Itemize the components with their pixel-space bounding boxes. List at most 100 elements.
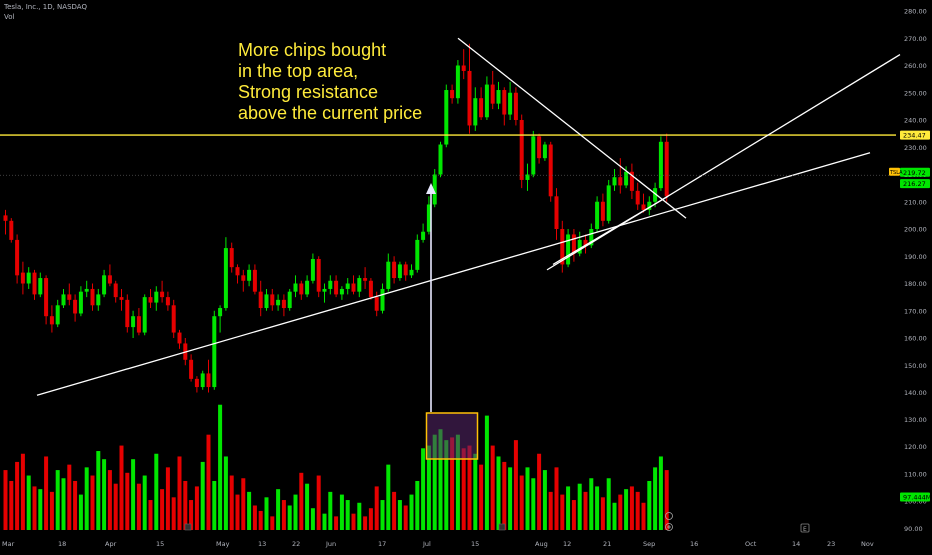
trend-line-short-trend xyxy=(552,195,669,265)
volume-bar xyxy=(392,491,397,530)
candle-body xyxy=(125,299,130,328)
candle-body xyxy=(293,283,298,292)
add-icon[interactable] xyxy=(665,523,673,531)
candle-body xyxy=(479,98,484,118)
volume-bar xyxy=(310,508,315,530)
volume-bar xyxy=(32,486,37,530)
candle-body xyxy=(200,373,205,388)
symbol-tag-bg xyxy=(889,167,900,176)
current-price-tag-bg xyxy=(900,167,930,177)
time-label: 13 xyxy=(258,540,266,548)
event-icon[interactable] xyxy=(184,523,192,531)
price-tick: 170.00 xyxy=(904,307,927,315)
candle-body xyxy=(647,201,652,210)
candle-body xyxy=(131,316,136,328)
volume-bar xyxy=(299,472,304,530)
volume-bar xyxy=(247,491,252,530)
volume-bar xyxy=(380,500,385,530)
time-label: Jul xyxy=(422,540,431,548)
time-label: 17 xyxy=(378,540,386,548)
candle-body xyxy=(606,185,611,221)
price-tick: 210.00 xyxy=(904,198,927,206)
volume-bar xyxy=(142,475,147,530)
volume-bar xyxy=(368,508,373,530)
candle-body xyxy=(322,288,327,292)
event-icon[interactable] xyxy=(498,523,506,531)
candle-body xyxy=(310,258,315,281)
candle-body xyxy=(154,291,159,303)
volume-bar xyxy=(165,467,170,530)
volume-bar xyxy=(415,480,420,530)
candle-body xyxy=(9,220,14,240)
volume-bar xyxy=(438,429,443,530)
candle-body xyxy=(618,177,623,186)
time-label: 15 xyxy=(471,540,479,548)
candle-body xyxy=(496,90,501,104)
time-label: May xyxy=(216,540,230,548)
candle-body xyxy=(247,269,252,281)
symbol-header: Tesla, Inc., 1D, NASDAQ xyxy=(4,3,87,11)
earnings-marker-icon[interactable]: E xyxy=(803,526,807,533)
time-label: Mar xyxy=(2,540,15,548)
volume-bar xyxy=(357,502,362,530)
candle-body xyxy=(664,141,669,197)
volume-bar xyxy=(328,491,333,530)
candle-body xyxy=(421,231,426,240)
volume-bar xyxy=(61,478,66,530)
trend-line-steep-trend xyxy=(546,54,901,271)
volume-bar xyxy=(270,516,275,530)
candle-body xyxy=(531,136,536,175)
candle-body xyxy=(26,272,31,284)
candle-body xyxy=(368,280,373,298)
candle-body xyxy=(455,65,460,99)
volume-bar xyxy=(44,456,49,530)
candle-body xyxy=(189,359,194,379)
candle-body xyxy=(426,204,431,232)
volume-bar xyxy=(235,494,240,530)
price-tick: 150.00 xyxy=(904,362,927,370)
volume-bar xyxy=(618,494,623,530)
candle-body xyxy=(235,267,240,276)
time-label: 14 xyxy=(792,540,800,548)
volume-bar xyxy=(78,494,83,530)
volume-bar xyxy=(397,500,402,530)
candle-body xyxy=(351,283,356,292)
candle-body xyxy=(61,294,66,306)
volume-bar xyxy=(583,491,588,530)
volume-bar xyxy=(287,505,292,530)
volume-bar xyxy=(49,491,54,530)
volume-bar xyxy=(409,494,414,530)
time-label: Apr xyxy=(105,540,117,548)
volume-bar xyxy=(653,467,658,530)
candle-body xyxy=(438,144,443,175)
candle-body xyxy=(357,278,362,292)
volume-bar xyxy=(566,486,571,530)
symbol-price-tag: TSLA xyxy=(889,167,903,176)
candle-body xyxy=(600,201,605,221)
volume-bar xyxy=(67,464,72,530)
candle-body xyxy=(537,136,542,159)
candle-body xyxy=(577,239,582,254)
candle-body xyxy=(148,297,153,303)
volume-bar xyxy=(154,453,159,530)
candle-body xyxy=(525,174,530,180)
volume-tag: 97.444M xyxy=(900,492,931,502)
dividend-icon[interactable] xyxy=(665,512,673,520)
volume-bar xyxy=(542,470,547,530)
candle-body xyxy=(287,291,292,309)
volume-bar xyxy=(9,480,14,530)
earnings-marker-box[interactable] xyxy=(800,523,810,533)
candle-body xyxy=(612,177,617,186)
candle-body xyxy=(583,239,588,246)
time-label: Sep xyxy=(643,540,655,548)
time-label: Nov xyxy=(861,540,874,548)
volume-bar xyxy=(508,467,513,530)
trend-line-down-trend xyxy=(457,37,687,219)
volume-bar xyxy=(125,472,130,530)
candle-body xyxy=(473,98,478,126)
volume-bar xyxy=(212,480,217,530)
candle-body xyxy=(409,269,414,276)
candle-body xyxy=(566,234,571,265)
